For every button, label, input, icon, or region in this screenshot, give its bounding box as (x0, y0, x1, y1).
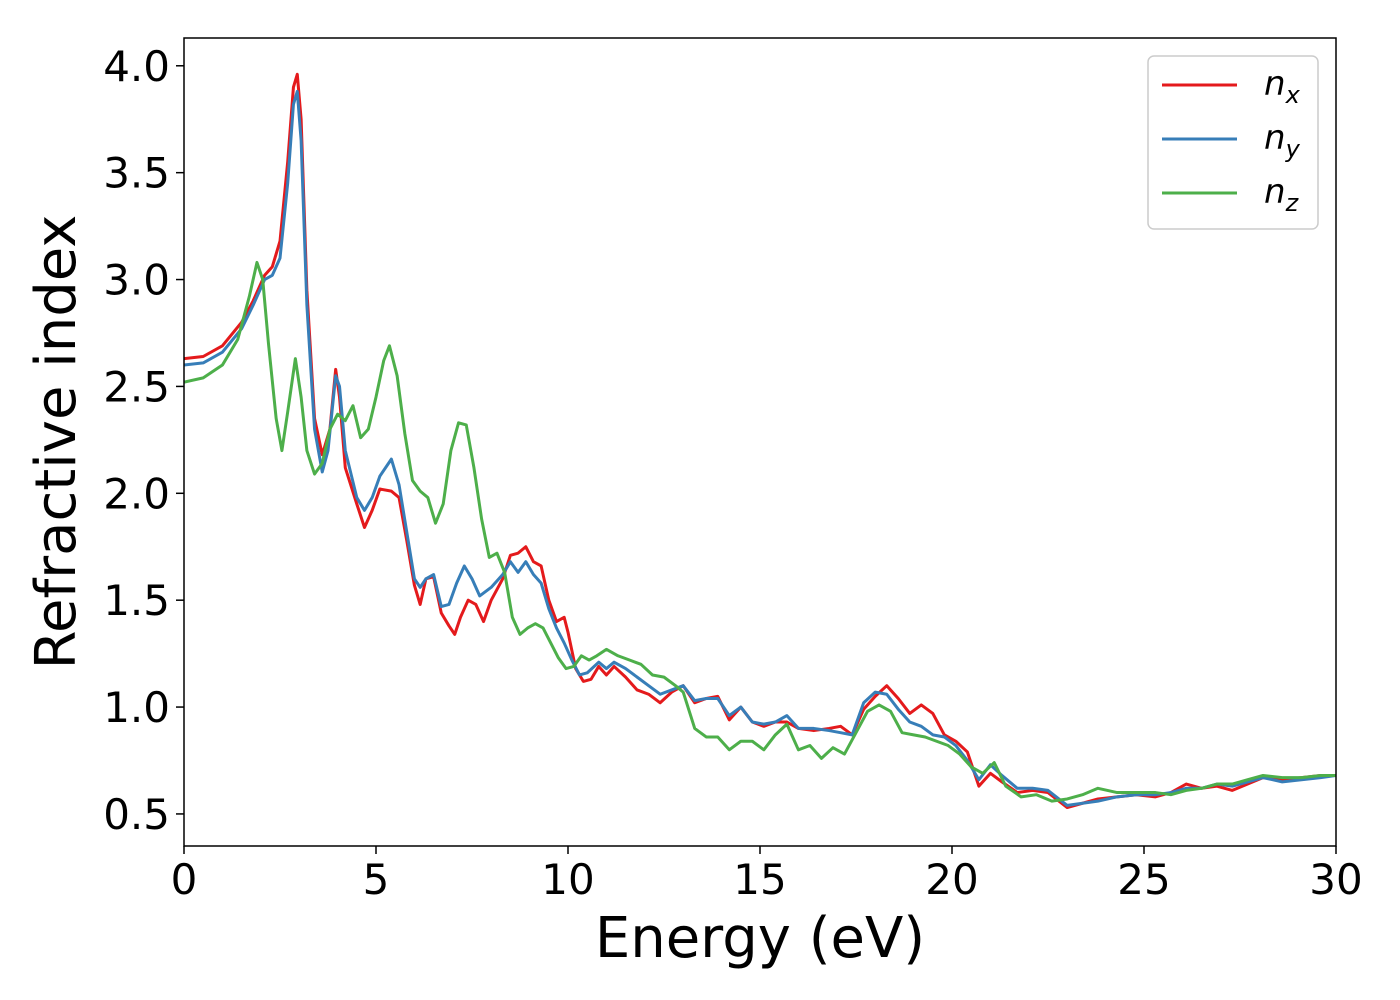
legend: nx ny nz (1147, 55, 1319, 230)
x-tick-label: 25 (1117, 855, 1170, 904)
series-layer (184, 72, 1336, 810)
x-axis-label: Energy (eV) (595, 906, 925, 971)
x-tick-label: 15 (733, 855, 786, 904)
legend-box (1147, 55, 1319, 230)
y-tick-label: 1.5 (103, 576, 170, 625)
x-tick-label: 0 (171, 855, 198, 904)
y-tick-label: 1.0 (103, 683, 170, 732)
x-tick-label: 30 (1309, 855, 1362, 904)
legend-label-n_z: nz (1264, 172, 1300, 217)
y-axis-label: Refractive index (24, 215, 89, 670)
y-tick-label: 2.5 (103, 362, 170, 411)
series-line-n_y (184, 89, 1336, 807)
x-tick-label: 5 (363, 855, 390, 904)
y-tick-label: 3.5 (103, 149, 170, 198)
legend-label-n_y: ny (1264, 118, 1301, 163)
y-tick-label: 4.0 (103, 42, 170, 91)
legend-label-n_x: nx (1264, 64, 1301, 109)
y-tick-label: 3.0 (103, 256, 170, 305)
x-tick-label: 20 (925, 855, 978, 904)
x-axis-ticks: 0 5 10 15 20 25 30 (171, 846, 1363, 904)
x-tick-label: 10 (541, 855, 594, 904)
y-tick-label: 2.0 (103, 469, 170, 518)
y-tick-label: 0.5 (103, 790, 170, 839)
series-line-n_z (184, 260, 1336, 803)
y-axis-ticks: 0.5 1.0 1.5 2.0 2.5 3.0 3.5 4.0 (103, 42, 184, 839)
